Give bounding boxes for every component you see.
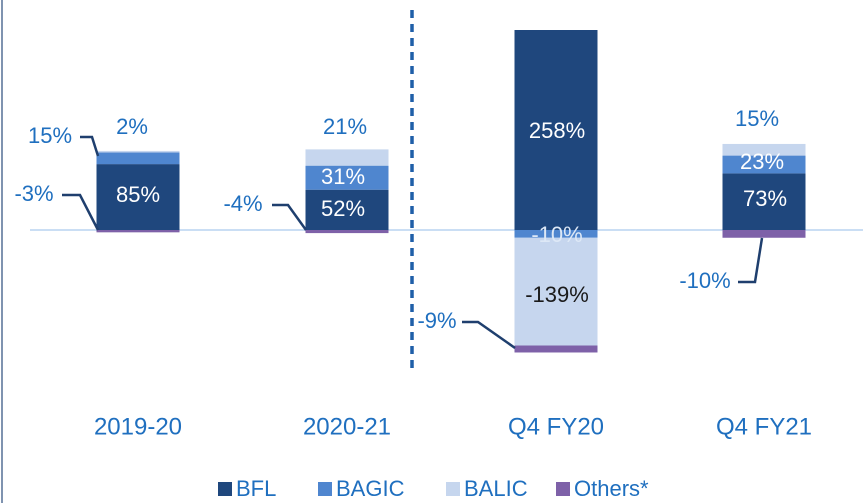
leader-line	[272, 203, 308, 231]
data-label: 2%	[116, 114, 148, 139]
leader-line	[462, 320, 516, 350]
data-label: -139%	[525, 282, 589, 307]
data-label: 15%	[28, 123, 72, 148]
data-label: 85%	[116, 182, 160, 207]
data-label: -10%	[531, 222, 582, 247]
bar-segment	[722, 143, 806, 156]
leader-line	[738, 237, 764, 284]
bar-segment	[514, 345, 598, 353]
bar-segment	[305, 230, 389, 234]
x-tick-label: 2019-20	[94, 413, 182, 440]
data-label: 258%	[529, 118, 585, 143]
data-label: 31%	[321, 164, 365, 189]
legend-label: BALIC	[464, 476, 528, 501]
legend-swatch	[218, 482, 232, 496]
leader-line	[80, 135, 100, 157]
data-label: 15%	[735, 106, 779, 131]
data-label: 23%	[740, 149, 784, 174]
bar-segment	[722, 155, 806, 174]
bar-segment	[305, 165, 389, 190]
bar-segment	[722, 173, 806, 230]
leader-line	[62, 193, 100, 231]
legend-swatch	[556, 482, 570, 496]
legend-label: BAGIC	[336, 476, 405, 501]
legend-swatch	[318, 482, 332, 496]
bar-segment	[305, 149, 389, 166]
data-label: 21%	[323, 114, 367, 139]
bar-segment	[514, 30, 598, 230]
bar-segment	[514, 230, 598, 238]
bar-segment	[722, 230, 806, 238]
data-label: 52%	[321, 196, 365, 221]
data-label: -4%	[223, 191, 262, 216]
bar-segment	[96, 164, 180, 230]
legend-label: BFL	[236, 476, 276, 501]
bar-segment	[305, 189, 389, 230]
data-label: -3%	[14, 181, 53, 206]
legend-label: Others*	[574, 476, 649, 501]
bar-segment	[96, 150, 180, 153]
x-tick-label: Q4 FY20	[508, 413, 604, 440]
bar-segment	[96, 152, 180, 165]
bar-segment	[514, 237, 598, 346]
bar-segment	[96, 230, 180, 233]
data-label: -10%	[679, 268, 730, 293]
data-label: 73%	[743, 186, 787, 211]
x-tick-label: 2020-21	[303, 413, 391, 440]
legend-swatch	[446, 482, 460, 496]
data-label: -9%	[417, 308, 456, 333]
x-tick-label: Q4 FY21	[716, 413, 812, 440]
